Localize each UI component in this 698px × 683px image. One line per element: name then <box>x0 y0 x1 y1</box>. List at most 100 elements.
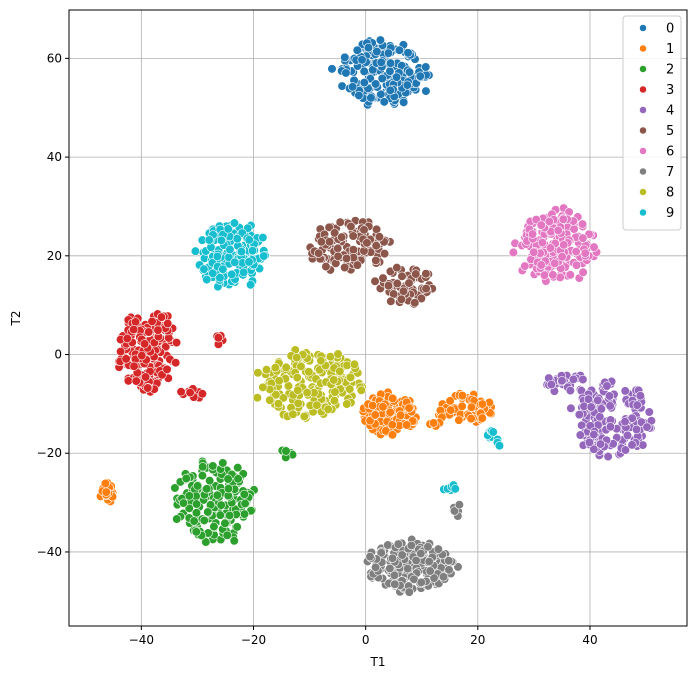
point-class-2 <box>198 462 208 472</box>
legend: 0 1 2 3 4 5 6 7 8 9 <box>622 15 682 231</box>
point-class-5 <box>324 222 334 232</box>
point-class-3 <box>197 389 207 399</box>
point-class-4 <box>604 391 615 401</box>
legend-label-8: 8 <box>666 186 674 201</box>
point-class-2 <box>201 537 211 547</box>
point-class-2 <box>222 530 232 540</box>
point-class-8 <box>323 404 333 414</box>
point-class-9 <box>202 274 212 285</box>
point-class-7 <box>389 570 399 580</box>
point-class-1 <box>367 400 378 411</box>
point-class-8 <box>356 385 366 395</box>
point-class-0 <box>376 57 386 67</box>
point-class-1 <box>445 396 455 406</box>
point-class-5 <box>335 217 345 227</box>
point-class-0 <box>375 35 386 45</box>
point-class-5 <box>392 263 402 273</box>
point-class-5 <box>340 262 350 273</box>
point-class-3 <box>122 333 132 344</box>
point-class-1 <box>446 405 456 415</box>
legend-label-3: 3 <box>666 83 674 98</box>
x-tick-label: −40 <box>129 633 154 647</box>
point-class-7 <box>425 566 435 576</box>
point-class-8 <box>293 398 303 408</box>
point-class-4 <box>557 376 567 386</box>
point-class-5 <box>348 231 358 241</box>
point-class-2 <box>191 527 201 537</box>
point-class-8 <box>273 399 284 409</box>
point-class-3 <box>176 387 186 397</box>
point-class-7 <box>444 565 454 575</box>
point-class-5 <box>411 269 421 279</box>
point-class-9 <box>229 218 240 228</box>
point-class-7 <box>376 548 386 558</box>
point-class-5 <box>333 251 343 261</box>
point-class-4 <box>575 430 585 440</box>
point-class-4 <box>593 395 603 405</box>
point-class-6 <box>527 229 538 239</box>
point-class-0 <box>366 93 376 103</box>
point-class-2 <box>212 490 222 500</box>
point-class-6 <box>548 270 558 280</box>
x-tick-label: −20 <box>241 633 266 647</box>
legend-label-4: 4 <box>666 104 674 119</box>
point-class-9 <box>232 234 242 244</box>
point-class-2 <box>205 476 215 486</box>
legend-label-6: 6 <box>666 145 674 160</box>
point-class-1 <box>385 407 395 417</box>
point-class-2 <box>240 498 250 509</box>
point-class-8 <box>330 387 340 397</box>
point-class-5 <box>397 271 407 281</box>
x-axis-label: T1 <box>370 655 386 669</box>
y-axis-label: T2 <box>9 311 23 327</box>
point-class-0 <box>327 64 337 74</box>
point-class-0 <box>363 43 374 53</box>
point-class-1 <box>457 391 467 401</box>
point-class-2 <box>215 510 225 520</box>
point-class-2 <box>232 522 242 532</box>
point-class-4 <box>595 439 606 449</box>
point-class-2 <box>191 508 202 518</box>
point-class-3 <box>213 333 223 343</box>
point-class-2 <box>202 484 212 494</box>
point-class-2 <box>178 498 189 508</box>
point-class-0 <box>352 45 362 55</box>
point-class-6 <box>558 214 568 224</box>
point-class-6 <box>536 260 546 270</box>
x-tick-label: 20 <box>470 633 485 647</box>
point-class-6 <box>520 261 530 271</box>
point-class-1 <box>387 420 397 430</box>
point-class-9 <box>259 251 269 261</box>
ticks: −40 −20 0 20 40 −40 −20 0 20 40 60 <box>37 51 598 647</box>
point-class-3 <box>156 312 167 322</box>
point-class-6 <box>553 225 563 236</box>
point-class-6 <box>508 247 518 258</box>
point-class-4 <box>631 424 642 435</box>
point-class-9 <box>247 246 258 256</box>
y-tick-label: 60 <box>47 51 62 65</box>
point-class-3 <box>171 358 181 368</box>
point-class-9 <box>190 246 201 256</box>
point-class-3 <box>147 316 157 327</box>
legend-label-7: 7 <box>666 165 674 180</box>
points <box>95 35 656 597</box>
point-class-4 <box>627 440 637 450</box>
point-class-1 <box>477 399 488 409</box>
point-class-8 <box>299 411 309 422</box>
point-class-2 <box>193 481 203 491</box>
point-class-0 <box>359 66 369 77</box>
point-class-0 <box>385 58 396 68</box>
point-class-3 <box>123 376 133 386</box>
point-class-8 <box>292 353 302 363</box>
point-class-7 <box>406 540 416 551</box>
point-class-3 <box>129 361 139 371</box>
point-class-1 <box>477 413 487 423</box>
point-class-3 <box>153 325 163 335</box>
point-class-6 <box>559 240 569 250</box>
point-class-9 <box>223 224 233 234</box>
point-class-3 <box>139 339 150 349</box>
point-class-8 <box>271 390 281 400</box>
point-class-0 <box>354 90 364 101</box>
point-class-0 <box>359 77 369 88</box>
